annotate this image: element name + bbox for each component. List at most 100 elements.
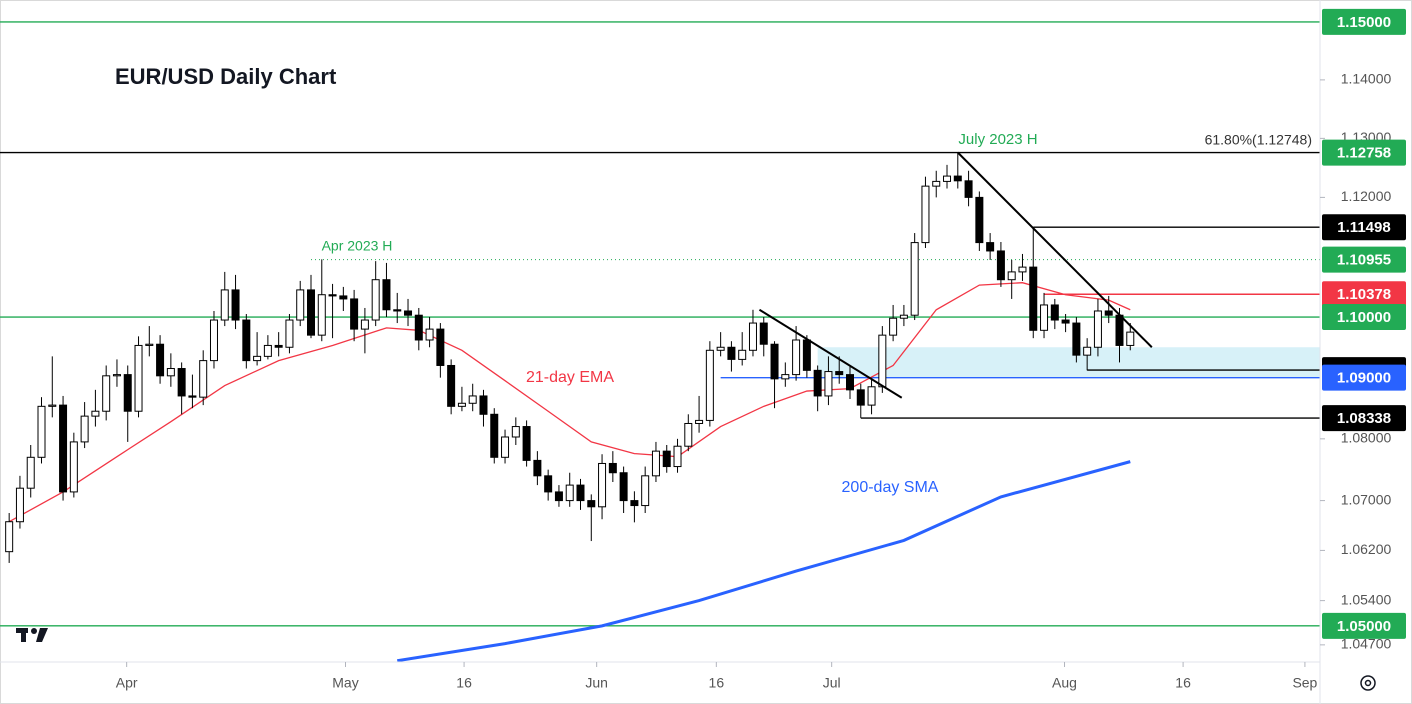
candle-body [91, 410, 100, 417]
level-label: 1.10000 [1337, 309, 1391, 326]
y-tick-label: 1.07000 [1341, 491, 1392, 507]
level-label-box [1322, 139, 1406, 166]
candle-body [447, 364, 456, 407]
tradingview-logo [16, 628, 48, 642]
candle-body [705, 349, 714, 421]
candle-body [975, 196, 984, 244]
candle-body [845, 374, 854, 391]
candle-body [414, 314, 423, 341]
annotation: Apr 2023 H [322, 238, 393, 254]
candle-body [792, 339, 801, 376]
x-tick-label: Jun [585, 675, 608, 691]
candle-body [964, 180, 973, 198]
level-label-box [1322, 364, 1406, 391]
indicator-label: 200-day SMA [842, 479, 939, 496]
candle-body [1029, 266, 1038, 331]
level-label: 1.09000 [1337, 370, 1391, 387]
candle-body [123, 374, 132, 412]
level-label-box [1322, 405, 1406, 432]
candle-body [565, 484, 574, 502]
candle-body [177, 368, 186, 397]
candle-body [253, 355, 262, 362]
candle-body [1115, 314, 1124, 346]
candle-body [522, 426, 531, 461]
candle-body [48, 404, 57, 407]
candle-body [102, 375, 111, 412]
candle-body [759, 322, 768, 345]
candle-body [404, 310, 413, 316]
settings-icon[interactable] [1360, 675, 1376, 691]
candle-body [425, 328, 434, 341]
level-label-box [1322, 214, 1406, 241]
candle-body [1007, 271, 1016, 281]
candle-body [878, 334, 887, 388]
candle-body [5, 521, 14, 553]
axes: 1.140001.130001.120001.080001.070001.062… [116, 8, 1406, 691]
candle-body [802, 339, 811, 371]
trendline [957, 151, 1153, 348]
y-tick-label: 1.14000 [1341, 71, 1392, 87]
level-label: 1.15000 [1337, 14, 1391, 31]
candle-body [209, 319, 218, 362]
candle-body [134, 344, 143, 412]
candle-body [350, 298, 359, 330]
y-tick-label: 1.04700 [1341, 636, 1392, 652]
level-label-box [1322, 246, 1406, 273]
candle-body [26, 456, 35, 489]
candle-body [220, 289, 229, 321]
candle-body [910, 242, 919, 316]
candle-body [662, 450, 671, 468]
candle-body [1050, 304, 1059, 321]
candle-body [501, 436, 510, 458]
level-label: 1.12758 [1337, 145, 1391, 162]
candle-body [145, 343, 154, 346]
candle-body [813, 369, 822, 397]
candle-body [382, 279, 391, 311]
candle-body [727, 346, 736, 360]
candle-body [468, 395, 477, 404]
level-label-box [1322, 8, 1406, 35]
candle-body [328, 294, 337, 297]
candle-body [15, 487, 24, 523]
x-tick-label: Jul [823, 675, 841, 691]
candle-body [296, 289, 305, 321]
y-tick-label: 1.08000 [1341, 430, 1392, 446]
candle-body [457, 402, 466, 407]
candle-body [1040, 304, 1049, 331]
x-tick-label: 16 [456, 675, 472, 691]
candle-body [598, 462, 607, 508]
candle-body [619, 472, 628, 502]
x-tick-label: Sep [1292, 675, 1317, 691]
candle-body [1104, 310, 1113, 316]
candle-body [695, 419, 704, 424]
candle-body [1061, 319, 1070, 324]
candle-body [824, 371, 833, 397]
candle-body [37, 405, 46, 458]
candle-body [748, 322, 757, 351]
annotation: 61.80%(1.12748) [1205, 132, 1312, 148]
candle-body [641, 475, 650, 507]
chart-title: EUR/USD Daily Chart [115, 64, 337, 89]
candle-body [781, 374, 790, 380]
candle-body [996, 250, 1005, 281]
candle-body [1083, 346, 1092, 356]
candle-body [112, 374, 121, 377]
trendline [758, 308, 903, 399]
candle-body [242, 319, 251, 362]
x-tick-label: May [332, 675, 358, 691]
candle-body [651, 450, 660, 477]
y-tick-label: 1.12000 [1341, 188, 1392, 204]
candle-body [274, 344, 283, 348]
candle-body [533, 459, 542, 477]
candle-body [835, 371, 844, 376]
candle-body [393, 309, 402, 312]
candle-body [630, 500, 639, 507]
candle-body [285, 319, 294, 348]
y-tick-label: 1.06200 [1341, 541, 1392, 557]
candle-body [554, 491, 563, 502]
candle-body [673, 445, 682, 468]
candle-body [371, 279, 380, 321]
candle-body [544, 475, 553, 493]
x-tick-label: 16 [709, 675, 725, 691]
